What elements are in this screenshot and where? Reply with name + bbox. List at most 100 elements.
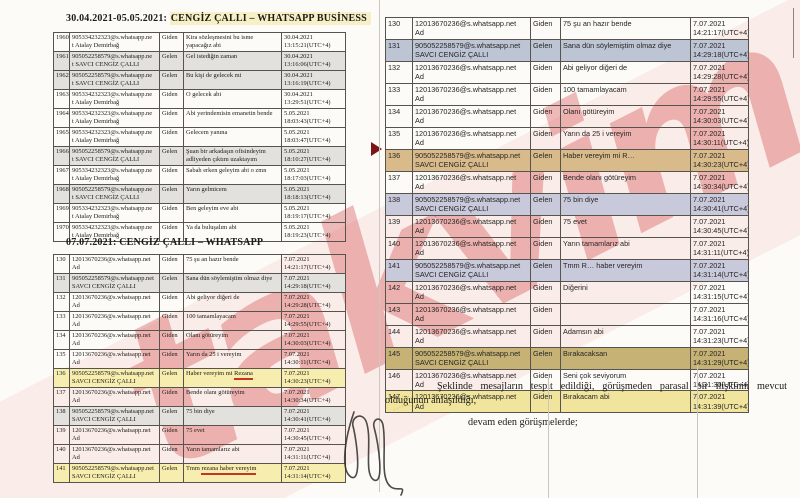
direction-cell: Giden xyxy=(159,165,184,185)
message-text: Yarın da 25 i vereyim xyxy=(186,351,242,358)
sender-name: Ad xyxy=(72,454,80,461)
message-text: Diğerini xyxy=(563,282,588,292)
direction-cell: Giden xyxy=(159,425,184,445)
time-text: 14:30:45(UTC+4) xyxy=(284,435,331,442)
message-text: Tmm xyxy=(186,465,202,472)
direction-cell: Giden xyxy=(159,203,184,223)
direction-cell: Giden xyxy=(530,214,561,238)
timestamp-cell: 7.07.2021 14:30:23(UTC+4) xyxy=(281,368,346,388)
sender-name: Ad xyxy=(72,435,80,442)
time-text: 14:29:55(UTC+4) xyxy=(284,321,331,328)
message-text: Bende olanı götüreyim xyxy=(186,389,245,396)
sender-name: Ad xyxy=(415,379,424,389)
time-text: 14:30:41(UTC+4) xyxy=(693,204,749,214)
sender-name: Ad xyxy=(72,321,80,328)
timestamp-cell: 7.07.2021 14:21:17(UTC+4) xyxy=(281,254,346,274)
table-row: 139 12013670236@s.whatsapp.net Ad Giden 7… xyxy=(385,214,749,238)
timestamp-cell: 7.07.2021 14:31:16(UTC+4) xyxy=(690,302,749,326)
sender-address: 905052258579@s.whatsapp.net xyxy=(415,150,521,160)
date-text: 7.07.2021 xyxy=(284,275,310,282)
row-number: 136 xyxy=(53,368,70,388)
sender-address: 12013670236@s.whatsapp.net xyxy=(72,256,151,263)
row-number: 140 xyxy=(53,444,70,464)
table-row: 142 12013670236@s.whatsapp.net Ad Giden D… xyxy=(385,280,749,304)
sender-address: 12013670236@s.whatsapp.net xyxy=(72,427,151,434)
sender-cell: 905052258579@s.whatsapp.net SAVCI CENGİZ … xyxy=(412,346,531,370)
row-number: 143 xyxy=(385,302,413,326)
pencil-scribble xyxy=(387,396,421,411)
direction-cell: Giden xyxy=(159,32,184,52)
row-number: 137 xyxy=(53,387,70,407)
time-text: 18:10:27(UTC+4) xyxy=(284,156,331,163)
sender-cell: 905052258579@s.whatsapp.net SAVCI CENGİZ … xyxy=(69,406,160,426)
message-cell: 75 evet xyxy=(183,425,282,445)
table-row: 1964 905334232323@s.whatsapp.ne t Atalay … xyxy=(53,108,346,128)
sender-cell: 12013670236@s.whatsapp.net Ad xyxy=(412,17,531,40)
sender-address: 905334232323@s.whatsapp.ne xyxy=(72,224,153,231)
sender-address: 905052258579@s.whatsapp.net xyxy=(415,348,521,358)
time-text: 14:30:03(UTC+4) xyxy=(284,340,331,347)
table-row: 131 905052258579@s.whatsapp.net SAVCI CEN… xyxy=(385,38,749,62)
date-text: 5.05.2021 xyxy=(284,110,310,117)
table-row: 1970 905334232323@s.whatsapp.ne t Atalay … xyxy=(53,222,346,242)
message-text: Kira sözleşmesini bu isme yapacağız abi xyxy=(186,34,254,49)
message-underlined-text: Rezana xyxy=(234,370,253,380)
message-cell: Haber vereyim mi R… xyxy=(560,148,691,172)
message-text: Ya da buluşalım abi xyxy=(186,224,237,231)
table-row: 1966 905052258579@s.whatsapp.ne t SAVCI C… xyxy=(53,146,346,166)
sender-address: 905052258579@s.whatsapp.net xyxy=(415,194,521,204)
sender-name: Ad xyxy=(72,302,80,309)
row-number: 139 xyxy=(53,425,70,445)
sender-cell: 12013670236@s.whatsapp.net Ad xyxy=(69,349,160,369)
time-text: 14:31:23(UTC+4) xyxy=(693,336,749,346)
sender-name: SAVCI CENGİZ ÇALLI xyxy=(415,50,489,60)
scan-edge-line xyxy=(793,8,794,58)
table-row: 139 12013670236@s.whatsapp.net Ad Giden 7… xyxy=(53,425,346,445)
sender-name: Ad xyxy=(72,264,80,271)
section-title-april-may: 30.04.2021-05.05.2021: CENGİZ ÇALLI – WH… xyxy=(66,12,371,25)
sender-cell: 905334232323@s.whatsapp.ne t Atalay Demir… xyxy=(69,203,160,223)
row-number: 1961 xyxy=(53,51,70,71)
row-number: 130 xyxy=(385,17,413,40)
direction-cell: Gelen xyxy=(159,70,184,90)
message-text: Gel istediğin zaman xyxy=(186,53,238,60)
table-row: 135 12013670236@s.whatsapp.net Ad Giden Y… xyxy=(385,126,749,150)
message-cell: Bırakacaksan xyxy=(560,346,691,370)
table-row: 138 905052258579@s.whatsapp.net SAVCI CEN… xyxy=(385,192,749,216)
message-cell: 100 tamamlayacam xyxy=(560,82,691,106)
message-text: Bırakacam abi xyxy=(563,392,610,402)
direction-cell: Gelen xyxy=(530,258,561,282)
sender-name: Ad xyxy=(415,292,424,302)
timestamp-cell: 7.07.2021 14:29:28(UTC+4) xyxy=(690,60,749,84)
time-text: 18:19:17(UTC+4) xyxy=(284,213,331,220)
sender-cell: 12013670236@s.whatsapp.net Ad xyxy=(69,425,160,445)
time-text: 14:31:14(UTC+4) xyxy=(284,473,331,480)
row-number: 134 xyxy=(53,330,70,350)
sender-cell: 12013670236@s.whatsapp.net Ad xyxy=(412,302,531,326)
message-cell: Yarın tamamlarız abi xyxy=(183,444,282,464)
message-cell: Sana dün söylemiştim olmaz diye xyxy=(183,273,282,293)
sender-name: Ad xyxy=(415,336,424,346)
row-number: 140 xyxy=(385,236,413,260)
date-text: 7.07.2021 xyxy=(693,128,726,138)
message-text: Yarın tamamlarız abi xyxy=(563,238,630,248)
direction-cell: Giden xyxy=(159,127,184,147)
table-row: 1961 905052258579@s.whatsapp.ne t SAVCI C… xyxy=(53,51,346,71)
table-row: 1969 905334232323@s.whatsapp.ne t Atalay … xyxy=(53,203,346,223)
row-marker-triangle-icon xyxy=(371,142,382,156)
message-text: Yarın tamamlarız abi xyxy=(186,446,240,453)
date-text: 7.07.2021 xyxy=(284,408,310,415)
sender-address: 12013670236@s.whatsapp.net xyxy=(415,238,517,248)
table-row: 136 905052258579@s.whatsapp.net SAVCI CEN… xyxy=(53,368,346,388)
sender-name: Ad xyxy=(415,182,424,192)
message-cell: Abi geliyor diğeri de xyxy=(183,292,282,312)
direction-cell: Giden xyxy=(159,89,184,109)
timestamp-cell: 7.07.2021 14:29:55(UTC+4) xyxy=(690,82,749,106)
section-title-july: 07.07.2021: CENGİZ ÇALLI – WHATSAPP xyxy=(66,237,264,248)
message-cell: Haber vereyim mi Rezana xyxy=(183,368,282,388)
message-cell: Ben geleyim eve abi xyxy=(183,203,282,223)
sender-name: Ad xyxy=(415,248,424,258)
sender-cell: 12013670236@s.whatsapp.net Ad xyxy=(412,104,531,128)
date-text: 5.05.2021 xyxy=(284,205,310,212)
